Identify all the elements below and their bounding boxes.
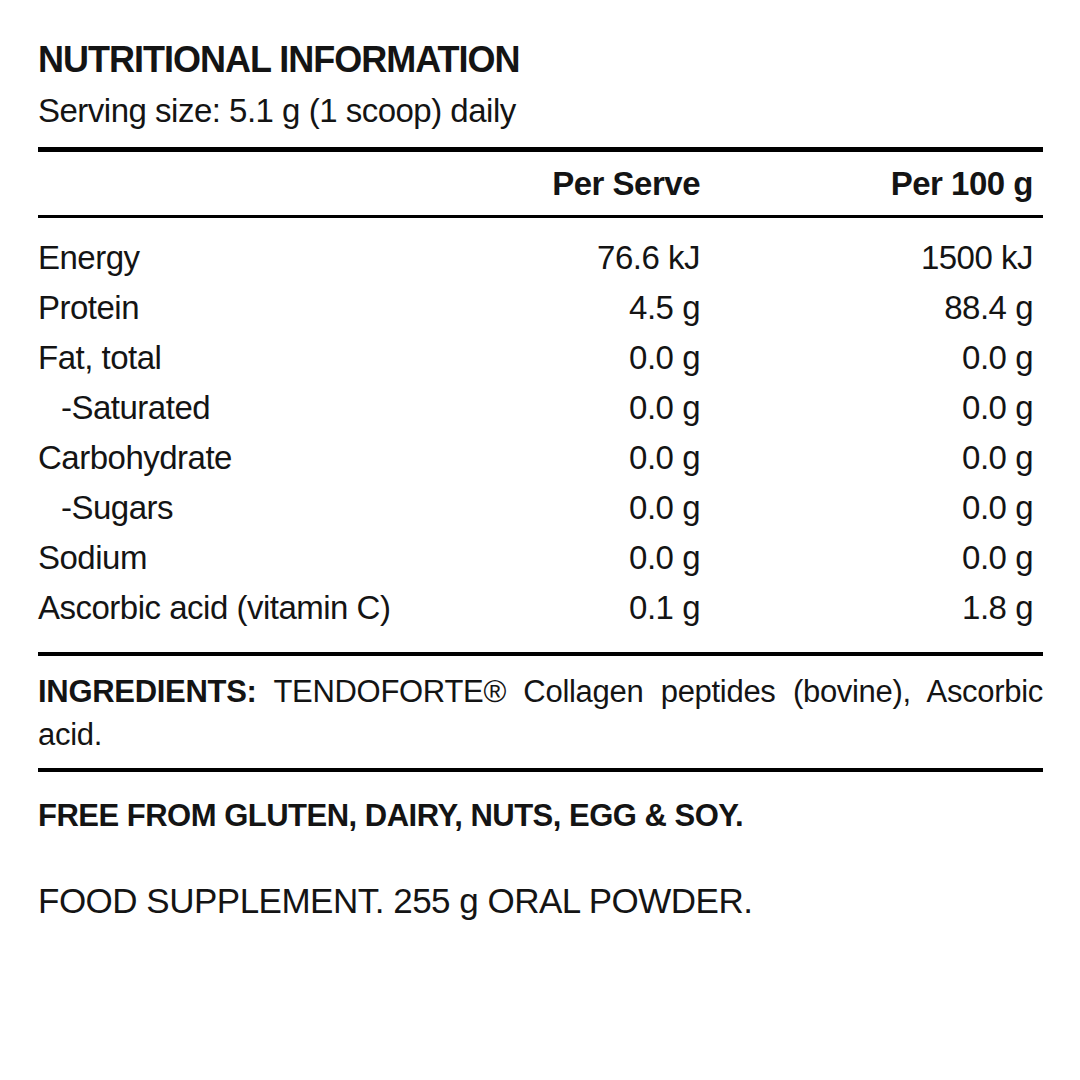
table-row-protein: Protein 4.5 g 88.4 g [38,283,1043,333]
row-label: Sodium [38,539,440,577]
table-row-saturated: -Saturated 0.0 g 0.0 g [38,383,1043,433]
row-label: Carbohydrate [38,439,440,477]
table-row-fat-total: Fat, total 0.0 g 0.0 g [38,333,1043,383]
ingredients-line-1: INGREDIENTS: TENDOFORTE® Collagen peptid… [38,670,1043,713]
ingredients-text: INGREDIENTS: TENDOFORTE® Collagen peptid… [38,670,1043,756]
row-per-serve-value: 0.0 g [440,389,700,427]
row-per-100g-value: 0.0 g [700,539,1043,577]
table-row-sodium: Sodium 0.0 g 0.0 g [38,533,1043,583]
row-per-serve-value: 0.0 g [440,439,700,477]
nutrition-table: Energy 76.6 kJ 1500 kJ Protein 4.5 g 88.… [38,218,1043,652]
row-label: -Saturated [38,389,440,427]
row-per-100g-value: 0.0 g [700,489,1043,527]
row-per-serve-value: 0.1 g [440,589,700,627]
nutrition-label: NUTRITIONAL INFORMATION Serving size: 5.… [38,38,1043,922]
free-from-statement: FREE FROM GLUTEN, DAIRY, NUTS, EGG & SOY… [38,798,1043,834]
column-header-per-100g: Per 100 g [700,165,1043,203]
table-row-ascorbic-acid: Ascorbic acid (vitamin C) 0.1 g 1.8 g [38,583,1043,633]
table-row-energy: Energy 76.6 kJ 1500 kJ [38,233,1043,283]
row-label: Fat, total [38,339,440,377]
table-row-sugars: -Sugars 0.0 g 0.0 g [38,483,1043,533]
row-per-100g-value: 1.8 g [700,589,1043,627]
supplement-statement: FOOD SUPPLEMENT. 255 g ORAL POWDER. [38,880,1043,922]
row-per-100g-value: 88.4 g [700,289,1043,327]
serving-size-text: Serving size: 5.1 g (1 scoop) daily [38,90,1043,132]
row-per-100g-value: 0.0 g [700,389,1043,427]
column-header-per-serve: Per Serve [440,165,700,203]
divider-ingredients-bottom [38,768,1043,772]
row-label: Protein [38,289,440,327]
row-per-100g-value: 0.0 g [700,339,1043,377]
ingredients-line-2: acid. [38,713,1043,756]
row-per-serve-value: 0.0 g [440,539,700,577]
ingredients-line-1-body: TENDOFORTE® Collagen peptides (bovine), … [273,674,1043,709]
row-per-serve-value: 4.5 g [440,289,700,327]
row-per-100g-value: 1500 kJ [700,239,1043,277]
page-title: NUTRITIONAL INFORMATION [38,38,1043,82]
ingredients-label: INGREDIENTS: [38,674,257,709]
row-label: Ascorbic acid (vitamin C) [38,589,440,627]
row-label: -Sugars [38,489,440,527]
row-per-serve-value: 0.0 g [440,489,700,527]
row-per-100g-value: 0.0 g [700,439,1043,477]
table-header-row: Per Serve Per 100 g [38,152,1043,215]
row-per-serve-value: 0.0 g [440,339,700,377]
divider-table-bottom [38,652,1043,656]
table-row-carbohydrate: Carbohydrate 0.0 g 0.0 g [38,433,1043,483]
row-per-serve-value: 76.6 kJ [440,239,700,277]
row-label: Energy [38,239,440,277]
